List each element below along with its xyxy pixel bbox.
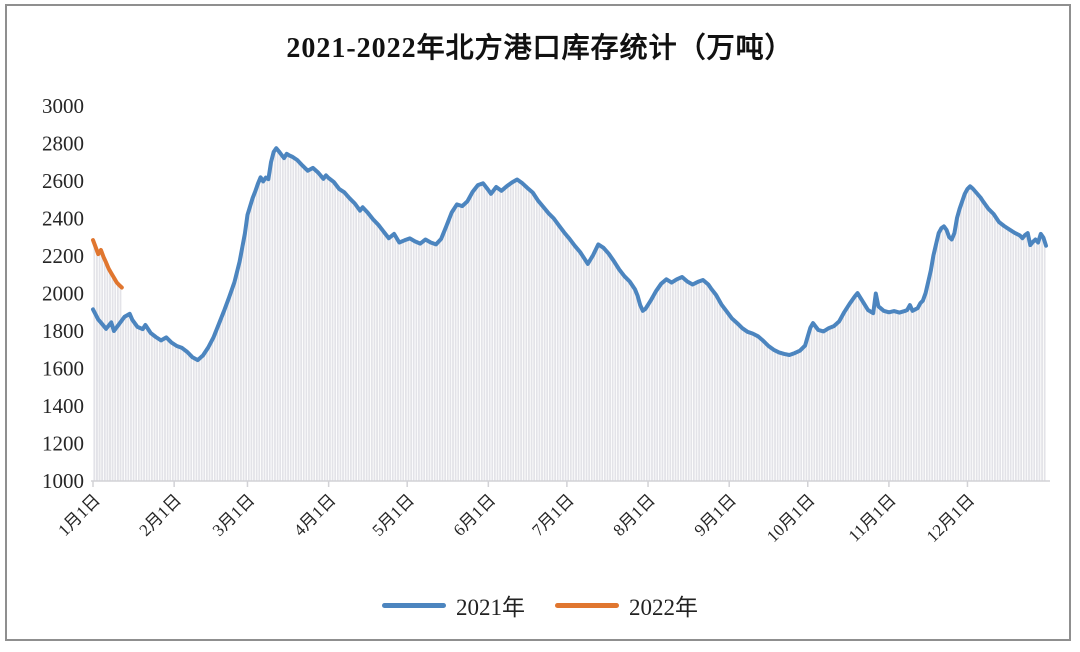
x-axis-tick-label: 9月1日 xyxy=(691,490,740,539)
x-axis-tick-label: 6月1日 xyxy=(450,490,499,539)
legend-swatch-2022 xyxy=(555,602,619,608)
y-axis-tick-label: 3000 xyxy=(42,94,84,118)
chart-title: 2021-2022年北方港口库存统计（万吨） xyxy=(286,33,794,64)
x-axis-tick-label: 3月1日 xyxy=(209,490,258,539)
x-axis-tick-label: 5月1日 xyxy=(369,490,418,539)
y-axis-tick-label: 1800 xyxy=(42,319,84,343)
y-axis-tick-label: 2600 xyxy=(42,169,84,193)
legend-label-2021: 2021年 xyxy=(456,595,525,620)
legend-label-2022: 2022年 xyxy=(629,595,698,620)
y-axis-tick-label: 1000 xyxy=(42,469,84,493)
x-axis-tick-label: 12月1日 xyxy=(923,490,979,546)
x-axis-tick-label: 10月1日 xyxy=(763,490,819,546)
series-line-2021年 xyxy=(91,146,1048,363)
y-axis-tick-label: 2200 xyxy=(42,244,84,268)
y-axis-tick-label: 2000 xyxy=(42,282,84,306)
series-line-2022年 xyxy=(91,238,124,290)
drop-lines-2021年 xyxy=(93,148,1046,481)
legend: 2021年 2022年 xyxy=(0,588,1080,622)
x-axis-tick-label: 1月1日 xyxy=(54,490,103,539)
y-axis-tick-label: 1200 xyxy=(42,432,84,456)
x-axis-tick-label: 8月1日 xyxy=(609,490,658,539)
y-axis-tick-label: 2800 xyxy=(42,132,84,156)
x-axis-tick-label: 11月1日 xyxy=(845,490,900,545)
x-axis-tick-label: 7月1日 xyxy=(528,490,577,539)
x-axis-tick-label: 2月1日 xyxy=(135,490,184,539)
y-axis-tick-label: 1600 xyxy=(42,357,84,381)
y-axis-tick-label: 2400 xyxy=(42,207,84,231)
drop-lines-2022年 xyxy=(93,240,122,481)
y-axis-tick-label: 1400 xyxy=(42,394,84,418)
x-axis-tick-label: 4月1日 xyxy=(290,490,339,539)
legend-swatch-2021 xyxy=(382,602,446,608)
